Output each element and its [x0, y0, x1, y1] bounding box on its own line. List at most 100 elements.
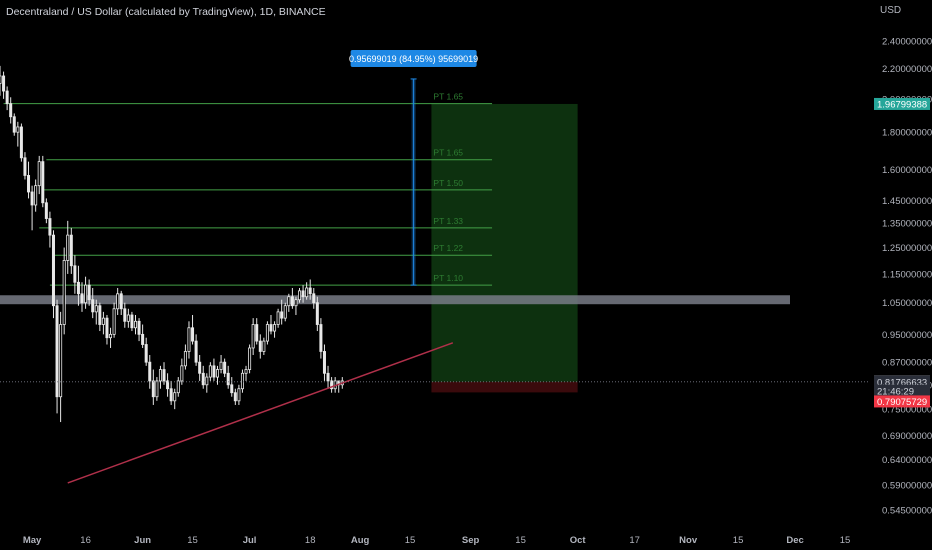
candle-body: [305, 287, 309, 298]
candle-body: [326, 372, 330, 382]
candle-body: [308, 287, 312, 295]
y-tick-label: 0.95000000: [882, 330, 932, 341]
candle-body: [94, 305, 98, 313]
candle-body: [37, 161, 41, 187]
candle-body: [230, 384, 234, 394]
long-position-stop-zone: [431, 381, 578, 393]
candle-body: [212, 365, 216, 378]
candle-body: [294, 299, 298, 307]
candle-body: [9, 103, 13, 118]
target-line-label: PT 1.50: [433, 178, 463, 188]
price-tag-bg: [874, 384, 930, 397]
candle-body: [123, 308, 127, 322]
candle-body: [176, 380, 180, 394]
candle-body: [173, 392, 177, 402]
candle-body: [330, 380, 334, 390]
x-tick-label: Aug: [351, 535, 370, 546]
candle-body: [23, 157, 27, 176]
candle-body: [101, 317, 105, 325]
candle-body: [262, 340, 266, 352]
candle-body: [205, 376, 209, 386]
candle-body: [130, 314, 134, 329]
candle-body: [55, 305, 59, 398]
x-tick-label: 15: [405, 535, 416, 546]
candle-body: [19, 126, 23, 159]
candle-body: [98, 305, 102, 325]
x-tick-label: 15: [515, 535, 526, 546]
candle-body: [280, 311, 284, 319]
candle-body: [34, 185, 38, 206]
candle-body: [76, 281, 80, 295]
candle-body: [80, 293, 84, 304]
candle-body: [41, 161, 45, 204]
candle-body: [298, 290, 302, 301]
candle-body: [162, 369, 166, 382]
candle-body: [12, 116, 16, 133]
candle-body: [251, 324, 255, 349]
candle-body: [322, 351, 326, 374]
y-tick-label: 1.60000000: [882, 165, 932, 176]
y-tick-label: 0.54500000: [882, 506, 932, 517]
price-tag: 1.96799388: [877, 100, 927, 111]
x-tick-label: Dec: [786, 535, 803, 546]
candle-body: [112, 308, 116, 335]
x-tick-label: Sep: [462, 535, 480, 546]
candle-body: [219, 361, 223, 370]
candle-body: [27, 175, 31, 193]
x-tick-label: Nov: [679, 535, 698, 546]
candle-body: [237, 388, 241, 402]
x-tick-label: 15: [187, 535, 198, 546]
candle-body: [2, 75, 6, 92]
x-tick-label: 18: [305, 535, 316, 546]
candle-body: [273, 324, 277, 332]
candle-body: [276, 311, 280, 325]
candle-body: [158, 369, 162, 382]
x-tick-label: 15: [840, 535, 851, 546]
candle-body: [226, 372, 230, 386]
y-tick-label: 0.87000000: [882, 358, 932, 369]
candle-body: [187, 327, 191, 352]
candle-body: [233, 392, 237, 402]
candle-body: [201, 372, 205, 386]
candle-body: [180, 365, 184, 382]
candle-body: [0, 75, 2, 84]
candle-body: [59, 324, 63, 398]
measure-label-box: [350, 50, 477, 67]
x-tick-label: Jun: [134, 535, 151, 546]
candle-body: [16, 126, 20, 133]
target-line-label: PT 1.65: [433, 92, 463, 102]
price-tag: 0.81766633: [877, 377, 927, 388]
candle-body: [166, 380, 170, 390]
candle-body: [69, 234, 73, 267]
candle-body: [48, 218, 52, 236]
candle-body: [265, 324, 269, 342]
candle-body: [283, 305, 287, 319]
candle-body: [301, 290, 305, 298]
resistance-zone: [0, 295, 790, 305]
candle-body: [240, 372, 244, 390]
y-tick-label: 1.05000000: [882, 298, 932, 309]
candle-body: [133, 320, 137, 329]
candle-body: [116, 293, 120, 310]
candle-body: [119, 293, 123, 310]
y-tick-label: 1.80000000: [882, 128, 932, 139]
candle-body: [191, 327, 195, 342]
target-line-label: PT 1.65: [433, 148, 463, 158]
x-tick-label: Jul: [243, 535, 257, 546]
chart-title: Decentraland / US Dollar (calculated by …: [6, 6, 326, 18]
price-tag: 0.79075729: [877, 397, 927, 408]
candle-body: [73, 265, 77, 283]
y-tick-label: 0.59000000: [882, 481, 932, 492]
candle-body: [215, 369, 220, 378]
price-tag-bg: [874, 395, 930, 408]
candle-body: [109, 333, 113, 339]
candle-body: [62, 260, 66, 325]
candle-body: [87, 284, 91, 301]
candle-body: [312, 293, 316, 304]
support-trendline: [67, 342, 454, 484]
candle-body: [315, 302, 319, 325]
y-tick-label: 1.15000000: [882, 269, 932, 280]
target-line-label: PT 1.22: [433, 243, 463, 253]
candle-body: [255, 324, 259, 342]
